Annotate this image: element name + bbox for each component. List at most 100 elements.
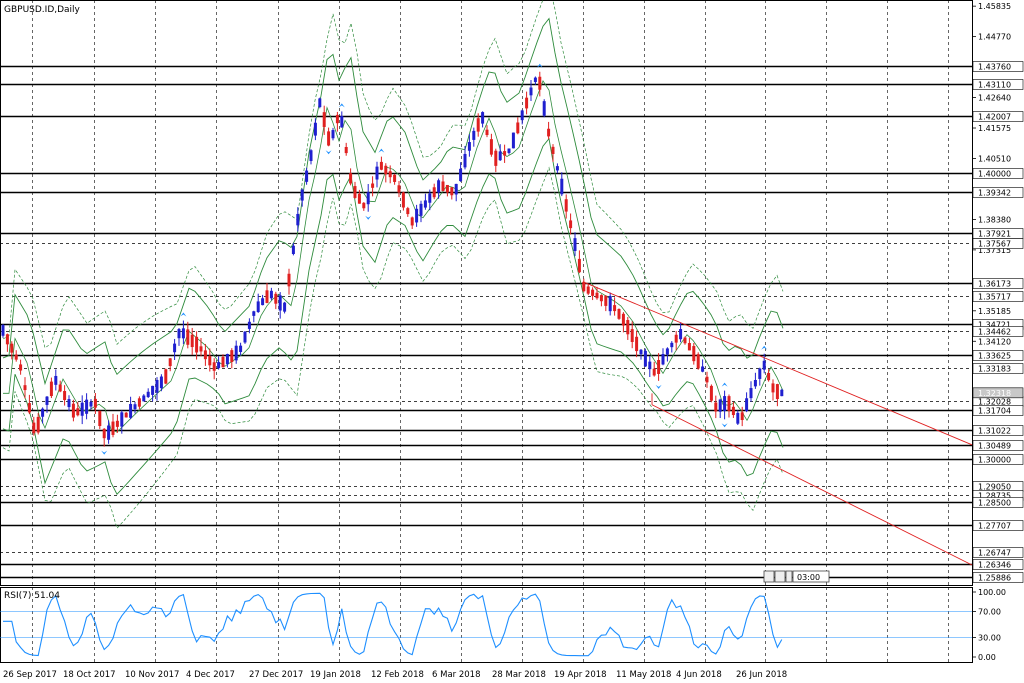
candle-body — [731, 406, 735, 416]
timer-widget[interactable]: 03:00 — [763, 570, 830, 583]
candle-body — [533, 77, 537, 83]
candle-body — [331, 130, 335, 139]
level-price-label: 1.30000 — [978, 456, 1011, 465]
candle-body — [560, 178, 564, 195]
y-tick-label: 1.35185 — [978, 307, 1011, 316]
candle-body — [604, 295, 608, 306]
candle-body — [32, 422, 36, 434]
candle-body — [441, 181, 445, 191]
candle-body — [10, 343, 14, 353]
level-price-box — [972, 520, 1024, 531]
candle-body — [714, 402, 718, 412]
level-price-box — [972, 440, 1024, 451]
rsi-y-tick-label: 30.00 — [978, 634, 1001, 643]
y-tick-label: 1.42640 — [978, 94, 1011, 103]
candle-body — [98, 410, 102, 427]
rsi-y-tick-label: 100.00 — [978, 588, 1006, 597]
candle-body — [212, 362, 216, 371]
candle-body — [199, 346, 203, 352]
candle-body — [129, 403, 133, 418]
candle-body — [120, 412, 124, 427]
level-price-label: 1.28500 — [978, 499, 1011, 508]
candle-body — [379, 161, 383, 170]
candle-body — [529, 87, 533, 96]
current-price-label: 1.32318 — [978, 389, 1011, 398]
candle-body — [5, 334, 9, 345]
candle-body — [613, 305, 617, 312]
candle-body — [410, 217, 414, 226]
level-price-box — [972, 168, 1024, 179]
candle-body — [542, 101, 546, 116]
candle-body — [428, 193, 432, 203]
x-tick-label: 4 Dec 2017 — [186, 670, 235, 680]
level-price-label: 1.26346 — [978, 561, 1011, 570]
candle-body — [476, 118, 480, 132]
candle-body — [393, 174, 397, 182]
candle-body — [173, 343, 177, 353]
candle-body — [115, 420, 119, 427]
candle-body — [740, 412, 744, 421]
candle-body — [181, 328, 185, 339]
candle-body — [463, 153, 467, 168]
candle-body — [54, 375, 58, 385]
candle-body — [36, 416, 40, 433]
rsi-y-tick-label: 0.00 — [978, 653, 996, 662]
band-upper-line — [2, 17, 784, 386]
level-price-box — [972, 497, 1024, 508]
level-price-box — [972, 454, 1024, 465]
candle-body — [239, 345, 243, 352]
candle-body — [608, 295, 612, 312]
chart-title: GBPUSD.ID,Daily — [4, 5, 81, 15]
candle-body — [459, 168, 463, 182]
fractal-down-icon — [325, 150, 332, 155]
candle-body — [76, 408, 80, 416]
candle-body — [547, 128, 551, 137]
candle-body — [467, 142, 471, 151]
candle-body — [278, 295, 282, 311]
band-middle-line — [3, 80, 784, 433]
candle-body — [305, 170, 309, 182]
level-price-label: 1.34721 — [978, 321, 1011, 330]
level-price-label: 1.43760 — [978, 63, 1011, 72]
candle-body — [494, 150, 498, 166]
rsi-line — [3, 592, 783, 657]
level-price-label: 1.26747 — [978, 549, 1011, 558]
candle-body — [516, 122, 520, 134]
candle-body — [366, 192, 370, 205]
band-outer-upper-line — [2, 0, 784, 349]
candle-body — [401, 192, 405, 208]
level-price-box — [972, 278, 1024, 289]
candle-body — [371, 183, 375, 188]
level-price-box — [972, 291, 1024, 302]
candle-body — [353, 186, 357, 198]
candle-body — [701, 366, 705, 372]
candle-body — [265, 290, 269, 303]
candle-body — [274, 293, 278, 304]
fractal-down-icon — [101, 450, 108, 455]
candle-body — [709, 385, 713, 401]
candle-body — [89, 401, 93, 407]
candle-body — [225, 353, 229, 365]
fractal-up-icon — [721, 382, 728, 387]
level-price-box — [972, 111, 1024, 122]
candle-body — [472, 130, 476, 140]
level-price-box — [972, 61, 1024, 72]
level-price-label: 1.35717 — [978, 293, 1011, 302]
level-price-box — [972, 238, 1024, 249]
candle-body — [107, 425, 111, 440]
candle-body — [247, 321, 251, 329]
rsi-title: RSI(7) 51.04 — [4, 591, 60, 601]
candle-body — [762, 360, 766, 370]
candle-body — [507, 148, 511, 153]
candle-body — [256, 301, 260, 313]
fractal-down-icon — [365, 215, 372, 220]
level-price-label: 1.42007 — [978, 113, 1011, 122]
candle-body — [630, 329, 634, 342]
candle-body — [111, 421, 115, 435]
candle-body — [775, 384, 779, 400]
candle-body — [577, 258, 581, 273]
fractal-up-icon — [180, 312, 187, 317]
x-tick-label: 6 Mar 2018 — [432, 670, 480, 680]
level-price-box — [972, 405, 1024, 416]
candle-body — [335, 114, 339, 124]
